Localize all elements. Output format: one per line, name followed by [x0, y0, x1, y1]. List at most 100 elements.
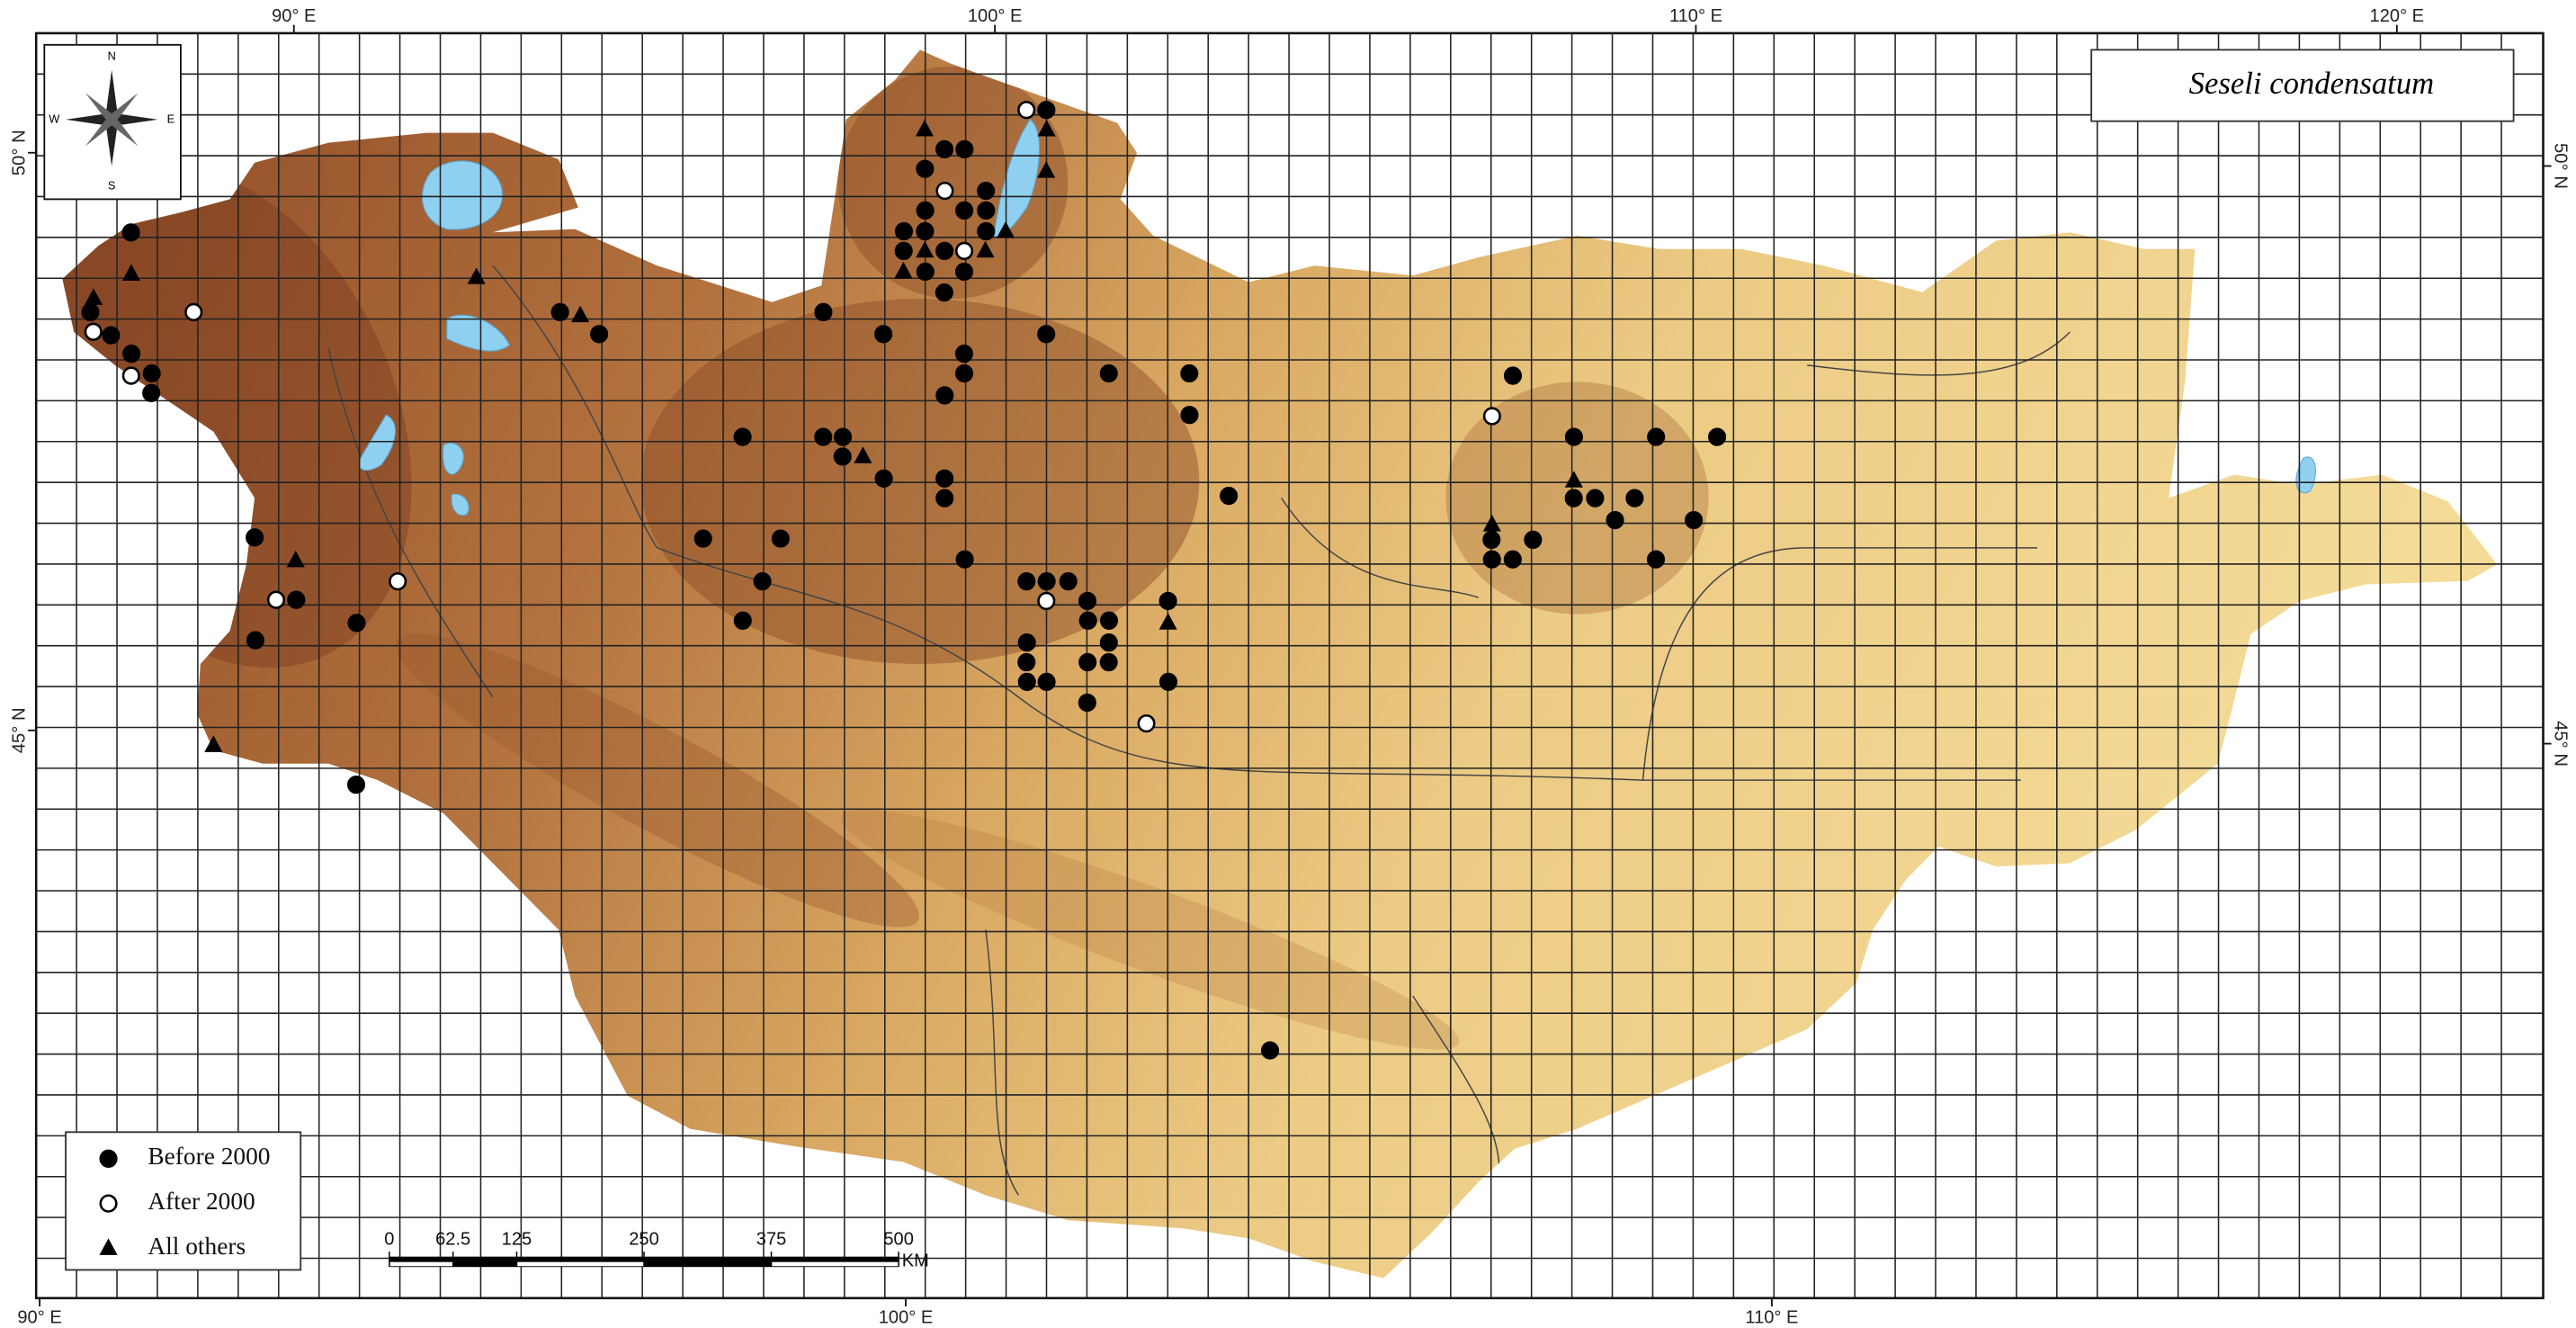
marker-open-circle [1037, 591, 1056, 611]
marker-filled-circle [1037, 672, 1056, 692]
marker-triangle [854, 446, 872, 463]
lon-label-bottom: 90° E [17, 1307, 61, 1327]
marker-filled-circle [954, 345, 973, 363]
compass-w: W [49, 112, 60, 125]
lon-label-top: 110° E [1669, 6, 1722, 26]
marker-filled-circle [1647, 427, 1666, 446]
marker-filled-circle [1180, 406, 1199, 425]
marker-filled-circle [916, 262, 935, 282]
compass-n: N [108, 49, 116, 62]
khangai-range [640, 299, 1200, 664]
marker-filled-circle [1503, 366, 1523, 385]
lon-label-bottom: 100° E [879, 1307, 934, 1327]
lat-label-right: 45° N [2550, 721, 2570, 767]
marker-filled-circle [550, 302, 569, 322]
lon-label-top: 120° E [2370, 6, 2425, 26]
scale-segment [452, 1261, 517, 1268]
marker-filled-circle [771, 529, 790, 548]
marker-filled-circle [99, 1149, 118, 1168]
marker-filled-circle [1524, 530, 1543, 550]
marker-filled-circle [1099, 652, 1118, 672]
marker-open-circle [184, 302, 203, 322]
compass-e: E [167, 112, 175, 125]
lake [422, 160, 504, 230]
marker-filled-circle [834, 427, 853, 446]
compass: N E S W [43, 43, 182, 201]
scale-label: 0 [384, 1230, 394, 1250]
marker-triangle [916, 240, 935, 258]
gobi-ridges [840, 809, 1460, 1050]
marker-filled-circle [1099, 633, 1118, 652]
marker-filled-circle [142, 383, 161, 402]
lon-label-bottom: 110° E [1745, 1307, 1798, 1327]
marker-filled-circle [1099, 611, 1119, 630]
marker-filled-circle [1017, 572, 1036, 591]
marker-open-circle [1137, 713, 1156, 733]
lat-label-left: 50° N [9, 130, 29, 175]
lat-label-right: 50° N [2550, 143, 2570, 189]
marker-filled-circle [81, 302, 100, 322]
marker-filled-circle [833, 447, 852, 466]
marker-filled-circle [1078, 652, 1097, 672]
marker-triangle [1564, 471, 1583, 488]
marker-filled-circle [954, 262, 974, 282]
marker-filled-circle [1017, 672, 1036, 692]
marker-triangle [915, 119, 935, 137]
marker-filled-circle [977, 181, 996, 201]
marker-filled-circle [916, 201, 935, 220]
marker-triangle [997, 220, 1015, 238]
marker-filled-circle [935, 139, 954, 159]
legend-label: After 2000 [148, 1187, 255, 1215]
marker-filled-circle [246, 528, 264, 547]
marker-open-circle [1482, 407, 1501, 426]
title-frame [2090, 49, 2515, 122]
marker-filled-circle [1685, 510, 1704, 530]
marker-filled-circle [955, 201, 974, 220]
scale-unit: KM [902, 1252, 929, 1271]
lake [446, 314, 510, 352]
lake [442, 443, 464, 475]
marker-filled-circle [894, 221, 913, 241]
marker-filled-circle [1564, 427, 1583, 446]
marker-triangle [1158, 613, 1177, 630]
marker-filled-circle [246, 631, 264, 650]
marker-filled-circle [935, 386, 954, 405]
lake [2295, 456, 2317, 494]
marker-filled-circle [1158, 591, 1177, 611]
lon-label-top: 100° E [968, 6, 1023, 26]
marker-open-circle [99, 1194, 118, 1213]
marker-open-circle [1017, 101, 1036, 120]
lon-label-top: 90° E [272, 6, 316, 26]
marker-triangle [99, 1238, 118, 1255]
marker-filled-circle [916, 221, 935, 241]
marker-filled-circle [1037, 325, 1056, 344]
gobi-altai [395, 633, 920, 928]
scale-segment [516, 1256, 644, 1262]
marker-filled-circle [1708, 427, 1727, 446]
compass-star-minor [85, 93, 139, 147]
marker-filled-circle [1099, 363, 1118, 383]
marker-filled-circle [1564, 489, 1583, 507]
scale-label: 125 [502, 1230, 532, 1250]
lake [451, 493, 470, 516]
marker-filled-circle [1482, 530, 1501, 550]
marker-filled-circle [1158, 672, 1178, 692]
marker-filled-circle [894, 241, 913, 261]
marker-filled-circle [1017, 652, 1036, 672]
marker-filled-circle [122, 345, 141, 363]
legend-label: All others [148, 1232, 246, 1260]
lat-label-left: 45° N [9, 707, 29, 753]
marker-filled-circle [935, 489, 954, 507]
khuvsgul-range [837, 66, 1069, 300]
scale-segment [644, 1256, 772, 1262]
marker-triangle [1037, 119, 1056, 137]
marker-filled-circle [733, 611, 752, 630]
legend-label: Before 2000 [148, 1142, 270, 1170]
map-frame [34, 31, 2545, 1300]
marker-triangle [571, 305, 590, 323]
marker-filled-circle [1503, 550, 1522, 569]
marker-filled-circle [935, 241, 954, 261]
scale-bar: 0 62.5 125 250 375 500 KM [384, 1230, 929, 1271]
